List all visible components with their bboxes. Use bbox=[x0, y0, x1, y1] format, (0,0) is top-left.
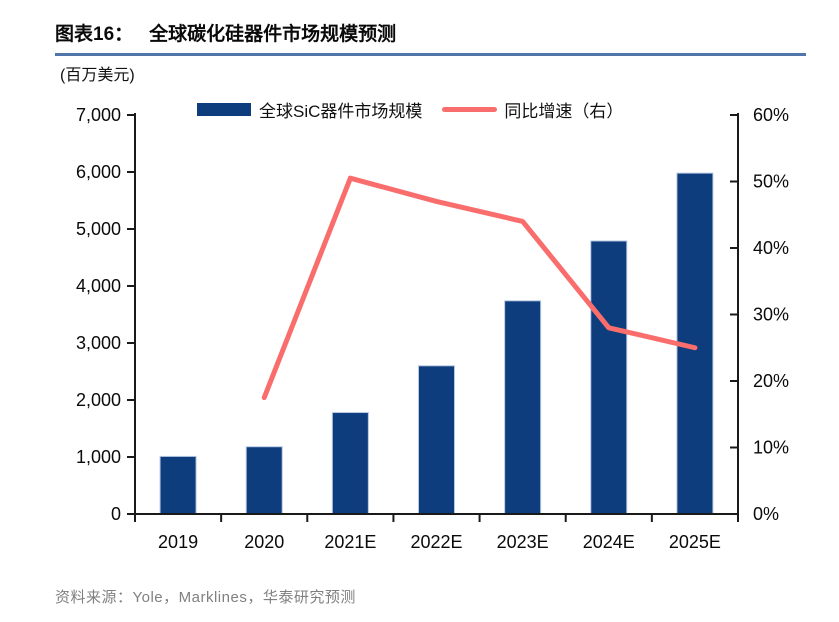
figure-title: 全球碳化硅器件市场规模预测 bbox=[149, 24, 397, 45]
x-axis-category-label: 2021E bbox=[324, 532, 376, 552]
x-axis-category-label: 2019 bbox=[158, 532, 198, 552]
left-axis-tick-label: 0 bbox=[111, 504, 121, 524]
bar-2020 bbox=[245, 446, 283, 515]
figure-header: 图表16： 全球碳化硅器件市场规模预测 bbox=[55, 19, 396, 46]
bar-2019 bbox=[159, 455, 197, 515]
left-axis-tick-label: 1,000 bbox=[76, 447, 121, 467]
bar-series-swatch bbox=[197, 103, 251, 116]
x-axis-category-label: 2022E bbox=[410, 532, 462, 552]
bar-series-legend-label: 全球SiC器件市场规模 bbox=[259, 102, 423, 121]
x-axis-category-label: 2023E bbox=[497, 532, 549, 552]
title-underline bbox=[55, 53, 806, 56]
right-axis-tick-label: 30% bbox=[753, 305, 789, 325]
bar-2022E bbox=[418, 365, 455, 515]
bar-2023E bbox=[504, 300, 542, 515]
figure-label: 图表16： bbox=[55, 24, 134, 45]
left-axis-tick-label: 6,000 bbox=[76, 162, 121, 182]
left-axis-unit-label: (百万美元) bbox=[60, 67, 135, 84]
right-axis-tick-label: 50% bbox=[753, 172, 789, 192]
x-axis-category-label: 2020 bbox=[244, 532, 284, 552]
left-axis-tick-label: 7,000 bbox=[76, 105, 121, 125]
right-axis-tick-label: 10% bbox=[753, 438, 789, 458]
x-axis-category-label: 2024E bbox=[583, 532, 635, 552]
bar-2021E bbox=[331, 412, 369, 515]
bar-2024E bbox=[590, 240, 628, 515]
left-axis-tick-label: 2,000 bbox=[76, 390, 121, 410]
right-axis-tick-label: 0% bbox=[753, 504, 779, 524]
left-axis-tick-label: 4,000 bbox=[76, 276, 121, 296]
line-series-legend-label: 同比增速（右） bbox=[504, 102, 624, 121]
right-axis-tick-label: 20% bbox=[753, 371, 789, 391]
growth-rate-line bbox=[261, 175, 698, 401]
source-note: 资料来源：Yole，Marklines，华泰研究预测 bbox=[55, 589, 356, 606]
chart-legend: 全球SiC器件市场规模 同比增速（右） bbox=[197, 97, 623, 122]
left-axis-tick-label: 3,000 bbox=[76, 333, 121, 353]
right-axis-tick-label: 60% bbox=[753, 105, 789, 125]
line-series-swatch bbox=[442, 107, 498, 112]
left-axis-tick-label: 5,000 bbox=[76, 219, 121, 239]
x-axis-category-label: 2025E bbox=[669, 532, 721, 552]
right-axis-tick-label: 40% bbox=[753, 238, 789, 258]
